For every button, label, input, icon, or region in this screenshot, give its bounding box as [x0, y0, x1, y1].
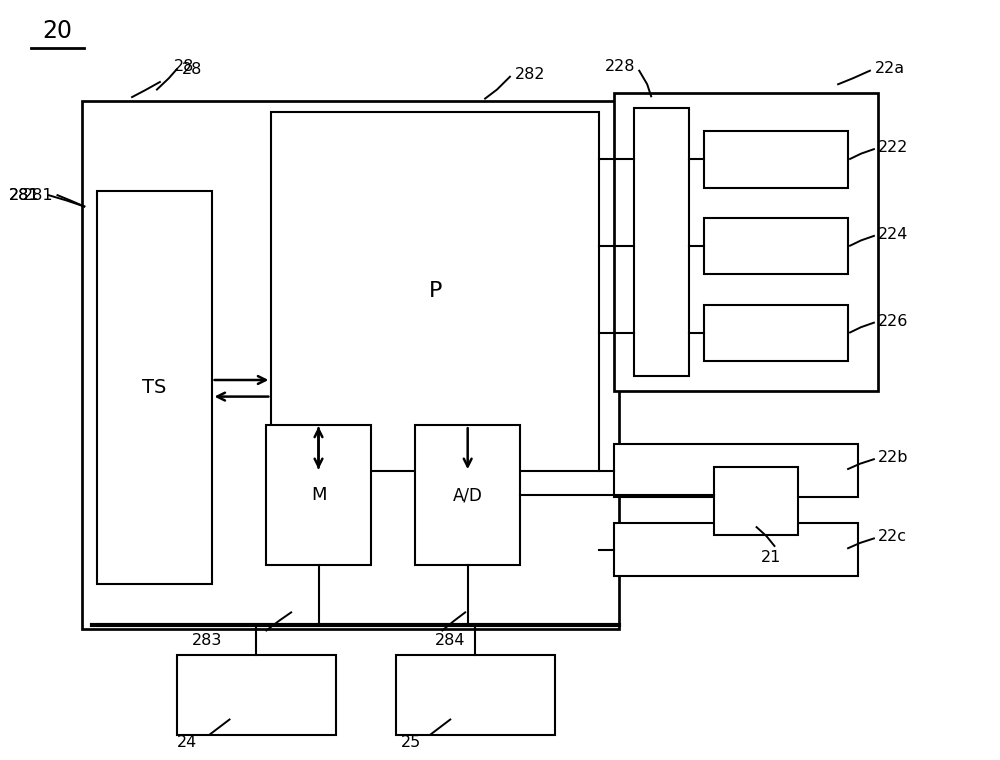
Bar [714, 467, 798, 535]
Bar [271, 112, 599, 470]
Text: 20: 20 [42, 19, 72, 43]
Text: 281: 281 [9, 188, 39, 203]
Text: 281: 281 [9, 188, 39, 203]
Text: 28: 28 [174, 59, 194, 74]
Text: 25: 25 [401, 735, 421, 749]
Bar [266, 426, 371, 565]
Bar [704, 218, 848, 274]
Bar [614, 444, 858, 497]
Text: 284: 284 [435, 633, 466, 648]
Text: 28: 28 [182, 62, 202, 77]
Text: 228: 228 [604, 59, 635, 74]
Text: 22c: 22c [878, 530, 907, 544]
Text: 222: 222 [878, 140, 908, 155]
Text: 24: 24 [177, 735, 197, 749]
Bar [614, 93, 878, 391]
Text: 283: 283 [192, 633, 222, 648]
Bar [396, 655, 555, 735]
Bar [704, 305, 848, 361]
Bar [97, 192, 212, 584]
Bar [82, 101, 619, 629]
Bar [614, 524, 858, 576]
Text: 226: 226 [878, 314, 908, 328]
Text: 224: 224 [878, 227, 908, 242]
Text: 22a: 22a [875, 61, 905, 76]
Text: 282: 282 [515, 67, 545, 82]
Text: TS: TS [142, 378, 167, 397]
Text: 281: 281 [23, 188, 53, 203]
Bar [415, 426, 520, 565]
Text: A/D: A/D [453, 486, 483, 504]
Bar [634, 109, 689, 376]
Text: 21: 21 [761, 549, 781, 565]
Text: 22b: 22b [878, 450, 908, 465]
Text: P: P [429, 281, 442, 302]
Text: M: M [311, 486, 326, 504]
Bar [177, 655, 336, 735]
Bar [704, 131, 848, 188]
